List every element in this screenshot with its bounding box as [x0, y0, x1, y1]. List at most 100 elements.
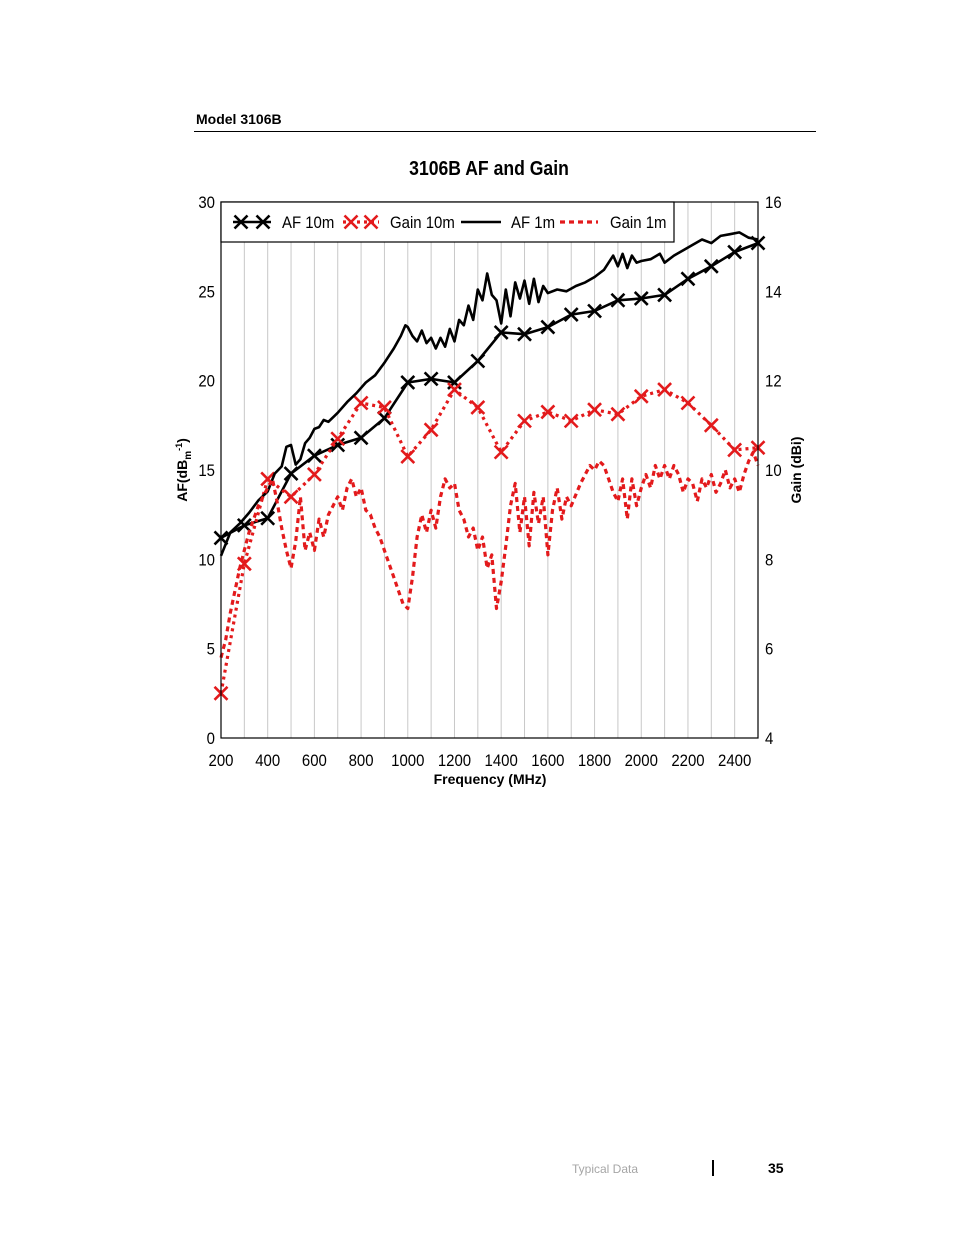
- x-tick-label: 600: [302, 752, 327, 770]
- legend-marker-0: [255, 214, 271, 230]
- data-marker-1-stroke-b: [447, 382, 462, 398]
- data-marker-0: [680, 271, 696, 287]
- legend-label-0: AF 10m: [282, 214, 334, 232]
- data-marker-1: [680, 395, 696, 411]
- data-marker-0-stroke-b: [563, 307, 579, 322]
- x-tick-label: 2000: [625, 752, 658, 770]
- y-axis-label-left: AF(dBm-1): [174, 438, 194, 502]
- series-layer: [213, 231, 766, 701]
- data-marker-0: [727, 244, 743, 260]
- legend-marker-1: [363, 214, 379, 230]
- legend-marker-1: [343, 214, 359, 230]
- data-marker-0-stroke-b: [633, 291, 649, 306]
- footer-separator: [712, 1160, 714, 1176]
- data-marker-1-stroke-b: [400, 449, 416, 465]
- y-left-tick-label: 0: [207, 730, 215, 748]
- data-marker-1-stroke-b: [306, 467, 322, 482]
- data-marker-1-stroke-b: [353, 395, 369, 411]
- y-axis-label-right: Gain (dBi): [788, 437, 804, 504]
- y-left-tick-label: 10: [198, 552, 215, 570]
- y-left-tick-label: 20: [198, 373, 215, 391]
- data-marker-1-stroke-b: [563, 413, 579, 429]
- data-marker-1: [423, 422, 439, 438]
- x-tick-label: 200: [209, 752, 234, 770]
- legend-marker-0: [233, 214, 249, 230]
- legend-marker-1-stroke-b: [343, 214, 359, 230]
- data-marker-1: [563, 413, 579, 429]
- data-marker-1: [610, 406, 626, 422]
- data-marker-0: [260, 510, 276, 526]
- data-marker-0: [377, 410, 392, 426]
- footer-section-label: Typical Data: [572, 1162, 639, 1176]
- y-left-tick-label: 5: [207, 641, 215, 659]
- series-line-2: [219, 231, 759, 557]
- data-marker-1: [727, 442, 743, 458]
- series-line-3: [219, 450, 760, 659]
- data-marker-1: [330, 431, 346, 447]
- data-marker-1: [470, 400, 486, 415]
- grid-lines: [243, 202, 736, 738]
- legend-marker-0-stroke-b: [233, 214, 249, 230]
- x-tick-label: 1600: [531, 752, 564, 770]
- data-marker-0: [540, 319, 556, 335]
- data-marker-1: [540, 404, 556, 420]
- y-right-tick-label: 10: [765, 462, 782, 480]
- data-marker-1-stroke-b: [493, 444, 509, 460]
- data-marker-1-stroke-b: [423, 422, 439, 438]
- data-marker-0: [657, 287, 673, 303]
- data-marker-1-stroke-b: [680, 395, 696, 411]
- data-marker-1-stroke-b: [470, 400, 486, 415]
- x-tick-label: 2200: [671, 752, 704, 770]
- data-marker-0-stroke-b: [260, 510, 276, 526]
- data-marker-0: [306, 448, 322, 464]
- data-marker-0-stroke-b: [493, 325, 509, 340]
- x-tick-label: 2400: [718, 752, 751, 770]
- data-marker-1-stroke-b: [727, 442, 743, 458]
- data-marker-1: [353, 395, 369, 411]
- data-marker-0-stroke-b: [423, 371, 439, 387]
- data-marker-1: [703, 417, 719, 433]
- data-marker-0-stroke-b: [306, 448, 322, 464]
- data-marker-1-stroke-b: [260, 471, 276, 487]
- data-marker-1: [633, 388, 649, 404]
- legend-marker-0-stroke-b: [255, 214, 271, 230]
- data-marker-0: [470, 353, 486, 369]
- data-marker-0: [400, 375, 416, 390]
- data-marker-1: [517, 413, 532, 429]
- data-marker-0-stroke-b: [727, 244, 743, 260]
- data-marker-0-stroke-b: [330, 437, 346, 453]
- axes: 200 400 600 800 1000 1200 1400 1600 1800 2000 2200…: [198, 194, 781, 770]
- data-marker-1-stroke-b: [587, 402, 602, 418]
- data-marker-1-stroke-b: [657, 382, 673, 398]
- data-marker-0-stroke-b: [610, 292, 626, 308]
- y-left-tick-label: 30: [198, 194, 215, 212]
- legend-marker-1-stroke-b: [363, 214, 379, 230]
- data-marker-0-stroke-b: [540, 319, 556, 335]
- x-tick-label: 400: [255, 752, 280, 770]
- data-marker-0: [517, 326, 532, 342]
- y-right-tick-label: 14: [765, 284, 782, 302]
- legend-label-2: AF 1m: [511, 214, 555, 232]
- x-tick-label: 1000: [391, 752, 424, 770]
- data-marker-1: [493, 444, 509, 460]
- data-marker-1-stroke-b: [610, 406, 626, 422]
- data-marker-1: [587, 402, 602, 418]
- data-marker-0-stroke-b: [400, 375, 416, 390]
- x-tick-label: 1800: [578, 752, 611, 770]
- x-axis-label: Frequency (MHz): [434, 771, 547, 787]
- data-marker-0-stroke-b: [353, 430, 369, 446]
- data-marker-0-stroke-b: [587, 303, 602, 319]
- data-marker-0: [423, 371, 439, 387]
- data-marker-1-stroke-b: [330, 431, 346, 447]
- y-right-tick-label: 8: [765, 552, 773, 570]
- page-header: Model 3106B: [196, 111, 282, 127]
- data-marker-0-stroke-b: [657, 287, 673, 303]
- y-right-tick-label: 4: [765, 730, 773, 748]
- x-tick-label: 800: [349, 752, 374, 770]
- page-number: 35: [768, 1160, 784, 1176]
- data-marker-0-stroke-b: [283, 466, 299, 481]
- legend-label-3: Gain 1m: [610, 214, 666, 232]
- data-marker-0: [493, 325, 509, 340]
- y-left-tick-label: 25: [198, 284, 215, 302]
- data-marker-1-stroke-b: [703, 417, 719, 433]
